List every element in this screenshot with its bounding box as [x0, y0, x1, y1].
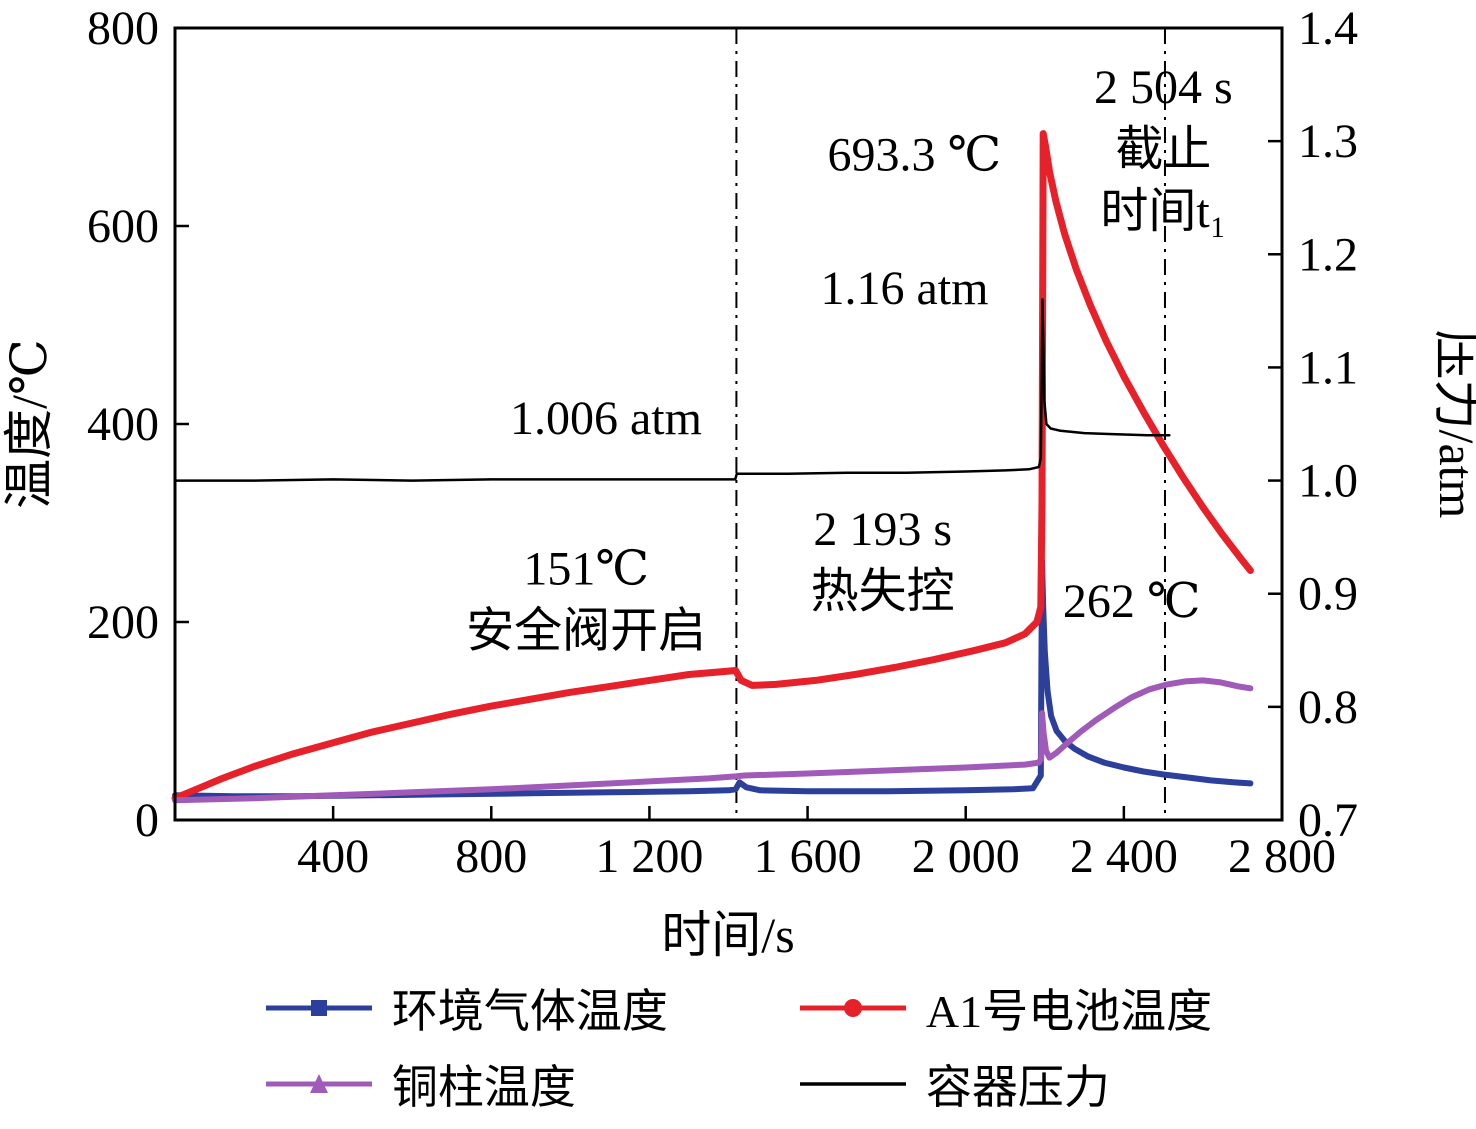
circle-marker-icon	[843, 999, 862, 1017]
right-axis-title: 压力/atm	[1429, 330, 1476, 519]
x-tick-label: 800	[455, 830, 527, 883]
plot-border	[173, 26, 1284, 822]
legend: 环境气体温度 A1号电池温度 铜柱温度 容器压力	[0, 975, 1476, 1117]
annotation-0: 1.006 atm	[510, 392, 702, 445]
x-tick-label: 2 000	[912, 830, 1020, 883]
y-right-tick-label: 1.1	[1298, 341, 1358, 394]
plot-layer: 400 800 1 200 1 600 2 000 2 400 2 800 0 200 400 60…	[87, 2, 1358, 883]
annotation-5: 2 504 s 截止时间t₁	[1094, 61, 1233, 238]
left-axis-title: 温度/℃	[1, 339, 57, 509]
annotation-1: 151℃安全阀开启	[466, 542, 706, 657]
x-tick-label: 2 400	[1070, 830, 1178, 883]
series-line-2	[172, 677, 1254, 804]
legend-swatch-square-line	[265, 1000, 372, 1016]
legend-swatch-triangle-line	[265, 1074, 372, 1093]
y-right-tick-label: 1.4	[1298, 2, 1358, 55]
annotation-6: 262 ℃	[1063, 575, 1201, 628]
x-tick-label: 1 200	[595, 830, 703, 883]
y-left-tick-label: 800	[87, 2, 159, 55]
y-right-tick-label: 1.2	[1298, 228, 1358, 281]
x-axis-title: 时间/s	[661, 907, 794, 963]
triangle-marker-icon	[309, 1074, 328, 1093]
legend-label: A1号电池温度	[925, 986, 1213, 1037]
legend-item-copper-column-temp: 铜柱温度	[264, 1051, 668, 1117]
legend-label: 容器压力	[925, 1062, 1110, 1113]
series-line-0	[172, 557, 1254, 800]
legend-swatch-plain-line	[799, 1082, 906, 1086]
legend-label: 环境气体温度	[391, 986, 668, 1037]
legend-label: 铜柱温度	[391, 1062, 576, 1113]
x-tick-label: 1 600	[754, 830, 862, 883]
y-left-tick-label: 200	[87, 596, 159, 649]
y-right-tick-label: 1.0	[1298, 455, 1358, 508]
y-right-tick-label: 1.3	[1298, 115, 1358, 168]
series-line-1	[171, 130, 1254, 802]
y-right-tick-label: 0.8	[1298, 681, 1358, 734]
y-right-tick-label: 0.7	[1298, 794, 1358, 847]
legend-swatch-circle-line	[799, 999, 906, 1017]
y-right-tick-label: 0.9	[1298, 568, 1358, 621]
x-tick-label: 2 800	[1228, 830, 1336, 883]
x-tick-label: 400	[297, 830, 369, 883]
y-left-tick-label: 0	[135, 794, 159, 847]
annotation-4: 1.16 atm	[820, 262, 988, 315]
legend-item-a1-battery-temp: A1号电池温度	[798, 975, 1212, 1041]
y-left-tick-label: 400	[87, 398, 159, 451]
legend-item-ambient-gas-temp: 环境气体温度	[264, 975, 668, 1041]
y-left-tick-label: 600	[87, 200, 159, 253]
series-line-3	[173, 298, 1171, 482]
legend-item-vessel-pressure: 容器压力	[798, 1051, 1212, 1117]
annotation-3: 693.3 ℃	[827, 129, 1001, 182]
chart-canvas: 400 800 1 200 1 600 2 000 2 400 2 800 0 200 400 60…	[1, 2, 1476, 963]
annotation-2: 2 193 s 热失控	[811, 503, 955, 618]
square-marker-icon	[310, 1000, 327, 1016]
